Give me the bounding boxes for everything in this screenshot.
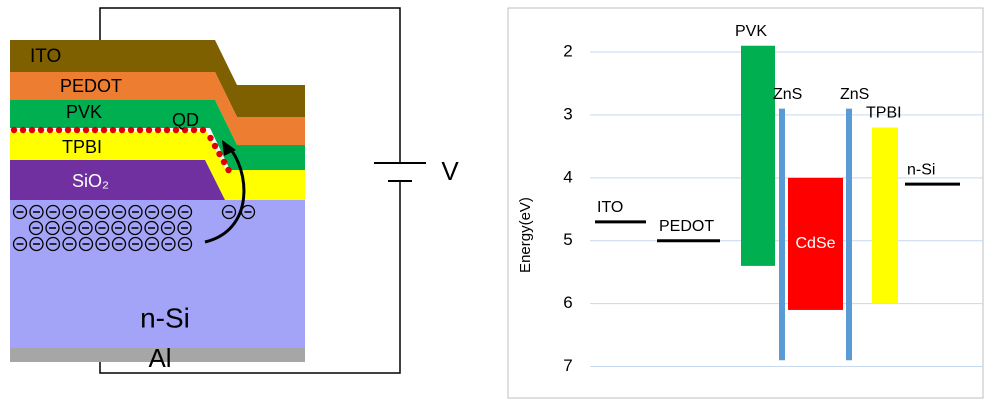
sio2-layer [10, 160, 225, 200]
y-tick-label: 3 [563, 104, 572, 123]
layer-label: n-Si [140, 302, 190, 333]
qd-dot [92, 127, 98, 133]
y-tick-label: 5 [563, 230, 572, 249]
level-label: TPBI [866, 105, 902, 122]
qd-dot [65, 127, 71, 133]
plot: 2 3 4 5 6 7 ITO PEDOT PVK ZnS CdSe ZnS TPBI n-Si [563, 23, 983, 375]
qd-dot [74, 127, 80, 133]
energy-band [779, 109, 785, 361]
qd-dot [38, 127, 44, 133]
figure: V ITO PEDOT PVK QD TPBI SiO₂ n-Si Al Ene… [0, 0, 994, 400]
qd-dot [29, 127, 35, 133]
qd-dot [225, 167, 231, 173]
energy-band [846, 109, 852, 361]
y-tick-label: 2 [563, 42, 572, 61]
qd-dot [137, 127, 143, 133]
layer-label: SiO₂ [72, 171, 109, 191]
level-label: ZnS [840, 86, 869, 103]
layer-label: PVK [66, 102, 102, 122]
energy-band [741, 46, 775, 266]
layer-label: QD [172, 110, 199, 130]
qd-dot [83, 127, 89, 133]
layer-label: Al [148, 343, 171, 373]
y-tick-label: 6 [563, 293, 572, 312]
y-axis-title: Energy(eV) [517, 197, 534, 273]
qd-dot [221, 159, 227, 165]
qd-dot [110, 127, 116, 133]
level-label: ZnS [773, 86, 802, 103]
level-label: CdSe [795, 235, 835, 252]
qd-dot [119, 127, 125, 133]
energy-band [872, 128, 898, 304]
qd-dot [164, 127, 170, 133]
level-label: n-Si [907, 161, 935, 178]
qd-dot [216, 151, 222, 157]
qd-dot [20, 127, 26, 133]
layer-label: ITO [30, 46, 61, 67]
level-label: PEDOT [659, 218, 714, 235]
layer-label: TPBI [62, 137, 102, 157]
qd-dot [11, 127, 17, 133]
y-tick-label: 7 [563, 356, 572, 375]
voltage-label: V [441, 156, 459, 186]
qd-dot [128, 127, 134, 133]
level-label: ITO [597, 199, 623, 216]
qd-dot [101, 127, 107, 133]
qd-dot [207, 135, 213, 141]
y-tick-label: 4 [563, 167, 572, 186]
qd-dot [155, 127, 161, 133]
qd-dot [212, 143, 218, 149]
layer-label: PEDOT [60, 76, 122, 96]
qd-dot [56, 127, 62, 133]
qd-dot [200, 127, 206, 133]
level-label: PVK [735, 23, 767, 40]
qd-dot [146, 127, 152, 133]
qd-dot [47, 127, 53, 133]
